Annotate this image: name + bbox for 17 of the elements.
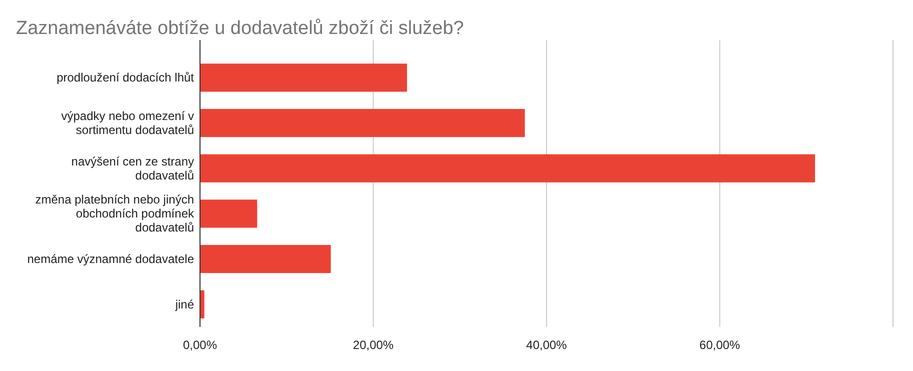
- bar: [200, 290, 204, 318]
- bar: [200, 64, 408, 92]
- x-tick-label: 20,00%: [352, 338, 394, 352]
- bar: [200, 200, 258, 228]
- x-tick-label: 40,00%: [526, 338, 568, 352]
- y-tick-label: změna platebních nebo jiných obchodních podmínek dodavatelů: [35, 192, 195, 235]
- y-tick-label: výpadky nebo omezení v sortimentu dodavatelů: [61, 109, 194, 137]
- y-tick-label: nemáme významné dodavatele: [27, 252, 194, 266]
- bar: [200, 154, 816, 182]
- y-tick-label: jiné: [174, 297, 194, 312]
- y-tick-label: prodloužení dodacích lhůt: [56, 70, 195, 85]
- bar: [200, 244, 331, 274]
- chart-title: Zaznamenáváte obtíže u dodavatelů zboží či služeb?: [16, 18, 464, 39]
- y-tick-label: navýšení cen ze strany dodavatelů: [71, 154, 194, 182]
- x-tick-label: 60,00%: [699, 338, 740, 352]
- bar: [200, 108, 525, 138]
- x-tick-label: 0,00%: [182, 338, 218, 352]
